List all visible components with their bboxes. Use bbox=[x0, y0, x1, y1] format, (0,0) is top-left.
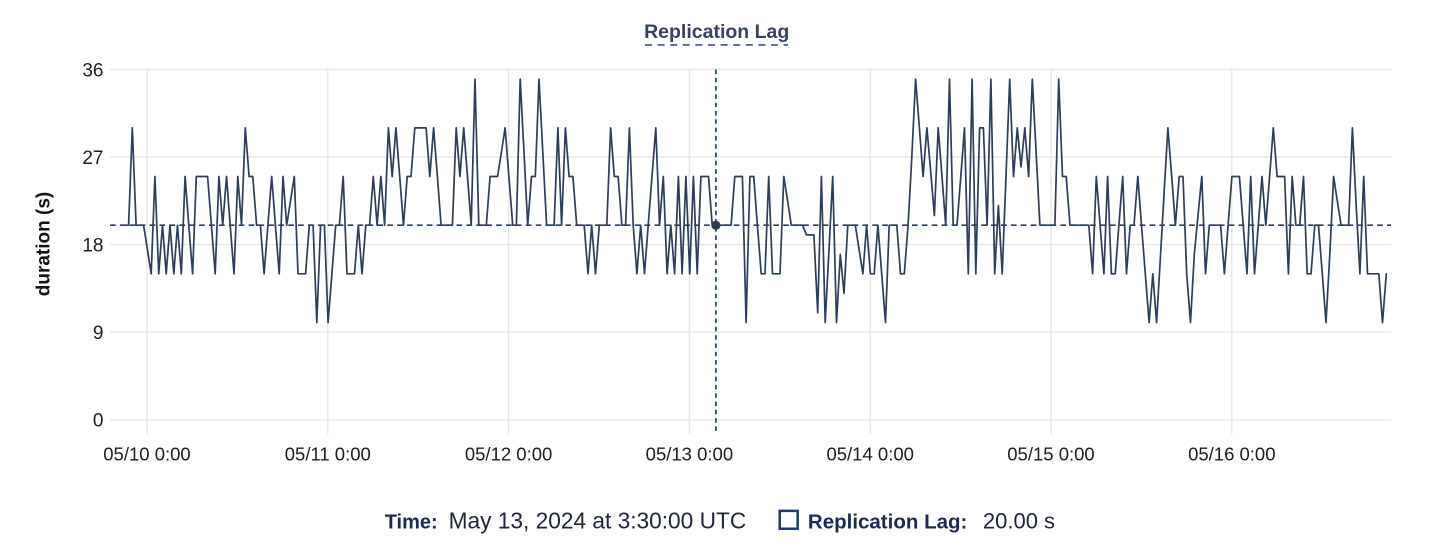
svg-text:Replication Lag:: Replication Lag: bbox=[808, 511, 967, 534]
svg-text:05/15 0:00: 05/15 0:00 bbox=[1007, 443, 1094, 464]
svg-text:27: 27 bbox=[82, 148, 103, 169]
svg-text:05/10 0:00: 05/10 0:00 bbox=[103, 443, 190, 464]
svg-text:duration (s): duration (s) bbox=[34, 192, 55, 297]
svg-text:9: 9 bbox=[93, 323, 104, 344]
svg-text:May 13, 2024 at 3:30:00 UTC: May 13, 2024 at 3:30:00 UTC bbox=[449, 508, 747, 534]
svg-text:Time:: Time: bbox=[385, 512, 438, 534]
svg-text:05/16 0:00: 05/16 0:00 bbox=[1188, 443, 1275, 464]
svg-text:Replication Lag: Replication Lag bbox=[644, 21, 789, 43]
svg-text:20.00 s: 20.00 s bbox=[983, 509, 1055, 534]
svg-text:05/13 0:00: 05/13 0:00 bbox=[646, 443, 733, 464]
svg-text:05/12 0:00: 05/12 0:00 bbox=[465, 443, 552, 464]
svg-text:18: 18 bbox=[82, 236, 103, 257]
svg-text:05/14 0:00: 05/14 0:00 bbox=[826, 443, 913, 464]
svg-text:36: 36 bbox=[82, 60, 103, 81]
svg-text:0: 0 bbox=[93, 411, 104, 432]
svg-text:05/11 0:00: 05/11 0:00 bbox=[285, 443, 371, 464]
